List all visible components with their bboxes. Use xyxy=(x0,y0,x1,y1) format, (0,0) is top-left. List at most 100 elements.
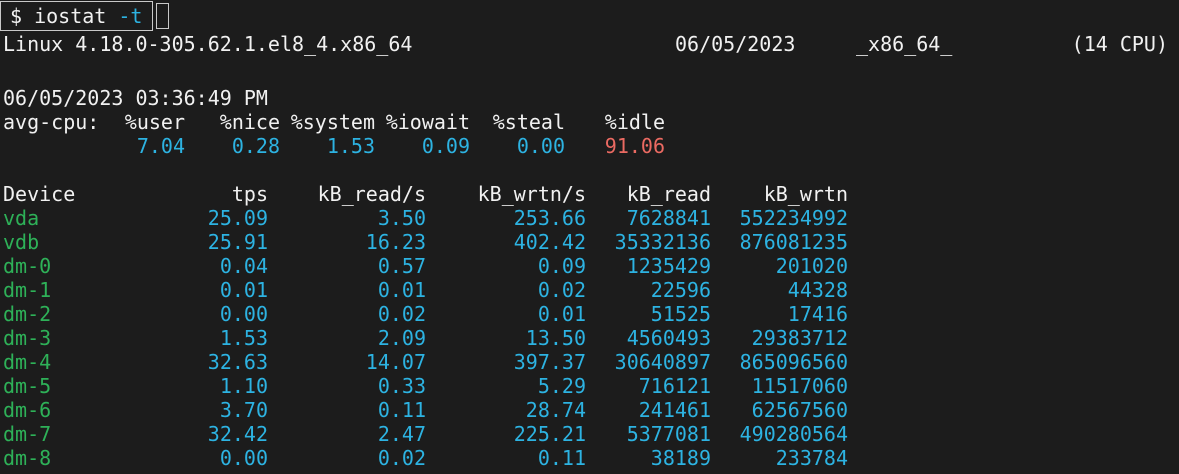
table-row: dm-1 0.01 0.01 0.02 22596 44328 xyxy=(0,278,1179,302)
tps-value: 0.00 xyxy=(219,446,268,470)
kb-wrtn-s-value: 397.37 xyxy=(513,350,586,374)
kb-read-value: 38189 xyxy=(650,446,711,470)
device-name: vdb xyxy=(3,230,40,254)
kb-read-value: 22596 xyxy=(650,278,711,302)
command-line[interactable]: $ iostat -t xyxy=(0,0,1179,32)
kb-wrtn-value: 233784 xyxy=(775,446,848,470)
kb-wrtn-s-value: 253.66 xyxy=(513,206,586,230)
cpu-count: (14 CPU) xyxy=(1071,32,1168,56)
kb-read-s-value: 2.09 xyxy=(377,326,426,350)
kb-read-s-value: 16.23 xyxy=(365,230,426,254)
kb-read-s-value: 0.57 xyxy=(377,254,426,278)
blank-line xyxy=(0,158,1179,182)
table-row: vdb 25.91 16.23 402.42 35332136 87608123… xyxy=(0,230,1179,254)
kb-wrtn-value: 11517060 xyxy=(751,374,848,398)
avg-cpu-value-iowait: 0.09 xyxy=(421,134,470,158)
kb-wrtn-value: 490280564 xyxy=(739,422,848,446)
kb-read-value: 1235429 xyxy=(626,254,711,278)
kb-wrtn-value: 876081235 xyxy=(739,230,848,254)
kb-wrtn-s-value: 0.09 xyxy=(537,254,586,278)
kb-wrtn-value: 552234992 xyxy=(739,206,848,230)
kb-read-value: 4560493 xyxy=(626,326,711,350)
table-row: dm-2 0.00 0.02 0.01 51525 17416 xyxy=(0,302,1179,326)
kb-read-s-value: 0.33 xyxy=(377,374,426,398)
device-table-header-row: Device tps kB_read/s kB_wrtn/s kB_read k… xyxy=(0,182,1179,206)
device-name: dm-2 xyxy=(3,302,52,326)
avg-cpu-value-idle: 91.06 xyxy=(604,134,665,158)
device-column-header: Device xyxy=(3,182,76,206)
kb-read-s-value: 0.11 xyxy=(377,398,426,422)
system-info-line: Linux 4.18.0-305.62.1.el8_4.x86_64 06/05… xyxy=(0,32,1179,56)
kb-wrtn-s-value: 0.02 xyxy=(537,278,586,302)
kb-read-s-column-header: kB_read/s xyxy=(317,182,426,206)
kb-wrtn-value: 865096560 xyxy=(739,350,848,374)
kb-read-s-value: 0.02 xyxy=(377,446,426,470)
device-name: dm-0 xyxy=(3,254,52,278)
tps-value: 1.10 xyxy=(219,374,268,398)
tps-value: 25.91 xyxy=(207,230,268,254)
tps-value: 32.42 xyxy=(207,422,268,446)
kb-read-value: 716121 xyxy=(638,374,711,398)
kb-wrtn-s-value: 402.42 xyxy=(513,230,586,254)
kb-read-s-value: 3.50 xyxy=(377,206,426,230)
command-text: iostat xyxy=(34,4,119,28)
kb-wrtn-value: 44328 xyxy=(787,278,848,302)
kernel-version: Linux 4.18.0-305.62.1.el8_4.x86_64 xyxy=(3,32,413,56)
kb-wrtn-s-value: 0.01 xyxy=(537,302,586,326)
terminal-cursor xyxy=(156,3,170,29)
avg-cpu-value-steal: 0.00 xyxy=(516,134,565,158)
avg-cpu-value-nice: 0.28 xyxy=(231,134,280,158)
avg-cpu-header-iowait: %iowait xyxy=(385,110,470,134)
device-name: dm-6 xyxy=(3,398,52,422)
avg-cpu-header-steal: %steal xyxy=(492,110,565,134)
device-name: vda xyxy=(3,206,40,230)
avg-cpu-header-row: avg-cpu: %user %nice %system %iowait %st… xyxy=(0,110,1179,134)
device-name: dm-1 xyxy=(3,278,52,302)
tps-value: 0.00 xyxy=(219,302,268,326)
tps-value: 1.53 xyxy=(219,326,268,350)
table-row: dm-6 3.70 0.11 28.74 241461 62567560 xyxy=(0,398,1179,422)
kb-wrtn-value: 201020 xyxy=(775,254,848,278)
device-name: dm-7 xyxy=(3,422,52,446)
table-row: dm-0 0.04 0.57 0.09 1235429 201020 xyxy=(0,254,1179,278)
kb-wrtn-value: 29383712 xyxy=(751,326,848,350)
tps-value: 0.04 xyxy=(219,254,268,278)
tps-value: 32.63 xyxy=(207,350,268,374)
device-name: dm-3 xyxy=(3,326,52,350)
shell-prompt: $ xyxy=(10,4,35,28)
device-name: dm-4 xyxy=(3,350,52,374)
kb-wrtn-column-header: kB_wrtn xyxy=(763,182,848,206)
tps-value: 0.01 xyxy=(219,278,268,302)
kb-wrtn-s-column-header: kB_wrtn/s xyxy=(477,182,586,206)
kb-read-s-value: 14.07 xyxy=(365,350,426,374)
kb-read-s-value: 0.01 xyxy=(377,278,426,302)
tps-value: 3.70 xyxy=(219,398,268,422)
system-arch: _x86_64_ xyxy=(856,32,953,56)
kb-wrtn-s-value: 225.21 xyxy=(513,422,586,446)
avg-cpu-value-user: 7.04 xyxy=(136,134,185,158)
device-name: dm-8 xyxy=(3,446,52,470)
device-table-body: vda 25.09 3.50 253.66 7628841 552234992 … xyxy=(0,206,1179,470)
system-date: 06/05/2023 xyxy=(675,32,796,56)
command-box[interactable]: $ iostat -t xyxy=(0,1,154,31)
kb-read-value: 7628841 xyxy=(626,206,711,230)
blank-line xyxy=(0,56,1179,86)
kb-wrtn-value: 62567560 xyxy=(751,398,848,422)
kb-wrtn-s-value: 0.11 xyxy=(537,446,586,470)
table-row: dm-5 1.10 0.33 5.29 716121 11517060 xyxy=(0,374,1179,398)
avg-cpu-values-row: 7.04 0.28 1.53 0.09 0.00 91.06 xyxy=(0,134,1179,158)
kb-wrtn-s-value: 5.29 xyxy=(537,374,586,398)
avg-cpu-label: avg-cpu: xyxy=(3,110,100,134)
kb-read-value: 241461 xyxy=(638,398,711,422)
kb-read-value: 30640897 xyxy=(614,350,711,374)
device-name: dm-5 xyxy=(3,374,52,398)
kb-read-s-value: 2.47 xyxy=(377,422,426,446)
table-row: dm-4 32.63 14.07 397.37 30640897 8650965… xyxy=(0,350,1179,374)
avg-cpu-values-indent xyxy=(3,134,99,158)
avg-cpu-header-nice: %nice xyxy=(219,110,280,134)
kb-read-value: 35332136 xyxy=(614,230,711,254)
tps-value: 25.09 xyxy=(207,206,268,230)
table-row: dm-3 1.53 2.09 13.50 4560493 29383712 xyxy=(0,326,1179,350)
kb-read-value: 51525 xyxy=(650,302,711,326)
